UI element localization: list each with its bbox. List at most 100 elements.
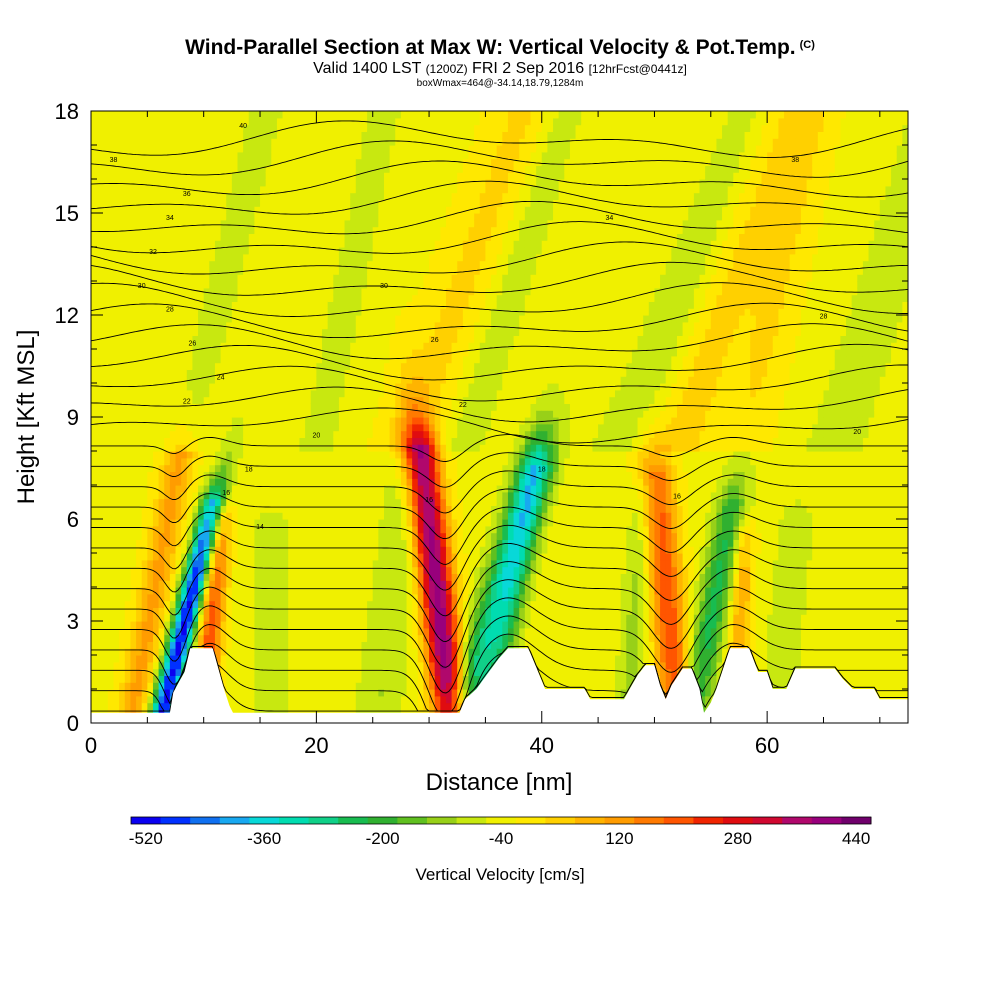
velocity-cell (107, 512, 115, 520)
velocity-cell (186, 539, 194, 547)
velocity-cell (141, 383, 148, 391)
velocity-cell (237, 369, 244, 377)
velocity-cell (186, 464, 194, 472)
velocity-cell (248, 430, 255, 438)
velocity-cell (288, 172, 295, 180)
velocity-cell (231, 621, 239, 629)
velocity-cell (226, 199, 233, 207)
velocity-cell (220, 349, 227, 357)
velocity-cell (367, 131, 374, 139)
velocity-cell (198, 634, 205, 642)
velocity-cell (327, 355, 334, 364)
velocity-cell (271, 206, 278, 214)
velocity-cell (367, 621, 374, 629)
velocity-cell (316, 600, 323, 608)
velocity-cell (299, 213, 306, 221)
velocity-cell (169, 185, 177, 194)
velocity-cell (192, 206, 199, 214)
velocity-cell (214, 383, 222, 391)
velocity-cell (355, 389, 363, 398)
velocity-cell (91, 165, 98, 173)
velocity-cell (214, 274, 222, 282)
velocity-cell (175, 661, 182, 670)
velocity-cell (322, 199, 329, 207)
velocity-cell (344, 294, 351, 302)
velocity-cell (395, 702, 402, 710)
velocity-cell (282, 240, 289, 248)
velocity-cell (203, 641, 210, 649)
velocity-cell (124, 349, 132, 357)
velocity-cell (226, 668, 233, 676)
velocity-cell (316, 403, 323, 411)
velocity-cell (130, 464, 137, 472)
velocity-cell (333, 301, 340, 309)
velocity-cell (265, 342, 272, 350)
velocity-cell (344, 573, 351, 581)
velocity-cell (395, 668, 402, 676)
velocity-cell (243, 621, 250, 629)
velocity-cell (113, 634, 120, 642)
velocity-cell (383, 702, 391, 710)
velocity-cell (282, 247, 289, 255)
velocity-cell (152, 138, 160, 146)
velocity-cell (344, 512, 351, 520)
velocity-cell (310, 165, 317, 173)
velocity-cell (338, 634, 346, 642)
velocity-cell (164, 213, 171, 221)
velocity-cell (113, 668, 120, 676)
velocity-cell (192, 607, 199, 615)
velocity-cell (265, 349, 272, 357)
velocity-cell (237, 498, 244, 506)
velocity-cell (288, 464, 295, 472)
velocity-cell (344, 648, 351, 656)
velocity-cell (271, 648, 278, 656)
velocity-cell (383, 430, 391, 438)
velocity-cell (91, 553, 98, 561)
velocity-cell (192, 614, 199, 622)
velocity-cell (282, 138, 289, 146)
velocity-cell (164, 145, 171, 153)
velocity-cell (265, 233, 272, 241)
velocity-cell (147, 519, 154, 527)
velocity-cell (243, 335, 250, 343)
velocity-cell (169, 546, 177, 554)
velocity-cell (305, 281, 312, 289)
velocity-cell (338, 580, 346, 588)
velocity-cell (136, 335, 143, 343)
velocity-cell (254, 145, 261, 153)
velocity-cell (305, 260, 312, 268)
velocity-cell (288, 587, 295, 595)
velocity-cell (305, 553, 312, 561)
velocity-cell (383, 512, 391, 520)
velocity-cell (209, 593, 216, 602)
velocity-cell (305, 614, 312, 622)
velocity-cell (282, 253, 289, 262)
velocity-cell (378, 600, 385, 608)
velocity-cell (152, 505, 160, 513)
velocity-cell (192, 532, 199, 540)
velocity-cell (260, 145, 267, 153)
velocity-cell (333, 308, 340, 316)
velocity-cell (226, 335, 233, 343)
velocity-cell (355, 695, 363, 704)
velocity-cell (344, 151, 351, 160)
velocity-cell (147, 131, 154, 139)
velocity-cell (107, 437, 115, 445)
velocity-cell (344, 117, 351, 126)
velocity-cell (367, 383, 374, 391)
velocity-cell (102, 151, 109, 160)
velocity-cell (169, 151, 177, 160)
velocity-cell (344, 349, 351, 357)
velocity-cell (389, 423, 396, 432)
velocity-cell (322, 349, 329, 357)
velocity-cell (169, 213, 177, 221)
velocity-cell (96, 464, 103, 472)
velocity-cell (282, 689, 289, 697)
velocity-cell (169, 417, 177, 425)
velocity-cell (271, 247, 278, 255)
velocity-cell (333, 315, 340, 323)
velocity-cell (130, 389, 137, 398)
velocity-cell (220, 593, 227, 602)
velocity-cell (231, 478, 239, 486)
velocity-cell (333, 247, 340, 255)
